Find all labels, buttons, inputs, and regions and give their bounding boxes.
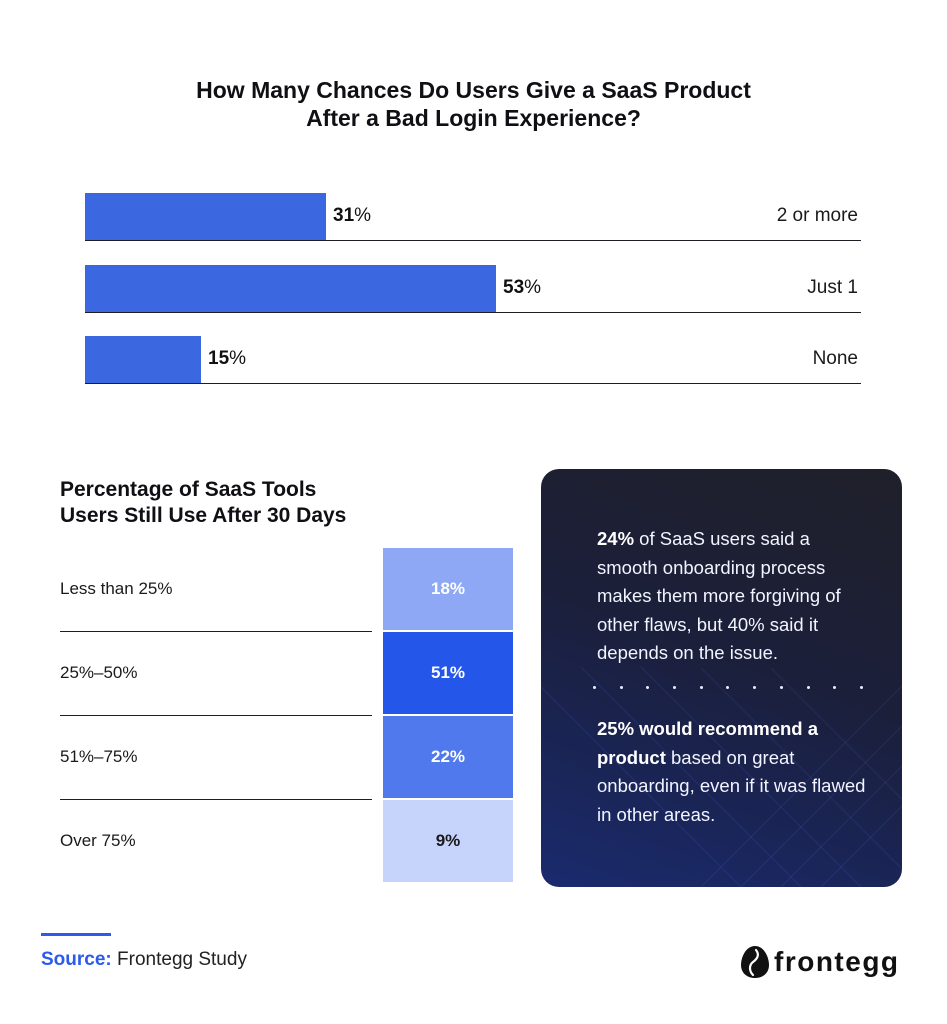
chart2-category-label: 51%–75% bbox=[60, 747, 138, 766]
chart1-value-label: 53% bbox=[503, 277, 542, 298]
chart2-category-label: 25%–50% bbox=[60, 663, 138, 682]
insight-1-text: of SaaS users said a smooth onboarding p… bbox=[597, 528, 841, 663]
chart1-baseline bbox=[85, 382, 861, 384]
source-accent-line bbox=[41, 933, 111, 936]
chart1-category-label: 2 or more bbox=[776, 205, 858, 226]
chart2-row-divider bbox=[60, 630, 372, 632]
chart1-row: 53% Just 1 bbox=[85, 265, 861, 313]
card-background-pattern bbox=[541, 666, 902, 887]
chart2-row: 25%–50% 51% bbox=[60, 632, 514, 716]
frontegg-egg-logo-icon bbox=[741, 946, 769, 978]
chart2-title: Percentage of SaaS Tools Users Still Use… bbox=[60, 477, 480, 529]
chart1-bar bbox=[85, 336, 201, 384]
chart1-title-line1: How Many Chances Do Users Give a SaaS Pr… bbox=[196, 77, 751, 103]
chart1-value-label: 15% bbox=[208, 348, 247, 369]
insight-2-text: based on great onboarding, even if it wa… bbox=[597, 746, 866, 825]
chart2-row: 51%–75% 22% bbox=[60, 716, 514, 800]
chart2-title-line1: Percentage of SaaS Tools bbox=[60, 478, 317, 501]
source-text: Frontegg Study bbox=[111, 949, 247, 970]
logo-wordmark: frontegg bbox=[774, 946, 900, 977]
chart2-title-line2: Users Still Use After 30 Days bbox=[60, 504, 347, 527]
chart1-bar bbox=[85, 193, 326, 241]
insight-2-highlight: 25% would recommend a product bbox=[597, 718, 819, 768]
insight-card: 24% of SaaS users said a smooth onboardi… bbox=[541, 469, 902, 887]
chart1-title-line2: After a Bad Login Experience? bbox=[306, 105, 641, 131]
chart1-baseline bbox=[85, 311, 861, 313]
chart2-value-cell: 18% bbox=[383, 548, 513, 630]
chart2-row: Less than 25% 18% bbox=[60, 548, 514, 632]
insight-paragraph-2: 25% would recommend a product based on g… bbox=[597, 715, 867, 829]
chart2-row-divider bbox=[60, 798, 372, 800]
chart2-category-label: Less than 25% bbox=[60, 579, 173, 598]
chart2-value-cell: 9% bbox=[383, 800, 513, 882]
source-label: Source: bbox=[41, 949, 112, 970]
insight-paragraph-1: 24% of SaaS users said a smooth onboardi… bbox=[597, 525, 867, 668]
chart2-row-divider bbox=[60, 714, 372, 716]
chart2-row: Over 75% 9% bbox=[60, 800, 514, 884]
chart1-bar bbox=[85, 265, 496, 313]
chart2-value-cell: 22% bbox=[383, 716, 513, 798]
chart1-category-label: Just 1 bbox=[807, 277, 858, 298]
chart1-category-label: None bbox=[812, 348, 858, 369]
chart1-title: How Many Chances Do Users Give a SaaS Pr… bbox=[0, 76, 947, 132]
frontegg-logo: frontegg bbox=[740, 944, 900, 980]
chart1-baseline bbox=[85, 239, 861, 241]
chart1-row: 15% None bbox=[85, 336, 861, 384]
chart1-row: 31% 2 or more bbox=[85, 193, 861, 241]
chart2-category-label: Over 75% bbox=[60, 831, 136, 850]
chart1-value-label: 31% bbox=[333, 205, 372, 226]
chart2-value-cell: 51% bbox=[383, 632, 513, 714]
dotted-divider bbox=[593, 686, 863, 692]
insight-1-highlight: 24% bbox=[597, 528, 635, 549]
source-note: Source: Frontegg Study bbox=[41, 948, 247, 972]
